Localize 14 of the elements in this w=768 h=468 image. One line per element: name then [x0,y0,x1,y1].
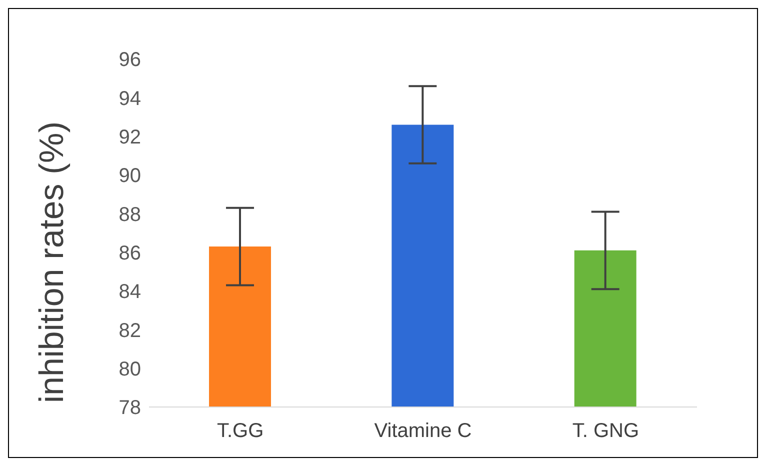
y-tick-label: 90 [118,165,141,188]
x-tick-label: T.GG [216,420,264,442]
y-tick-label: 94 [118,88,141,110]
x-tick-label: T. GNG [572,420,640,442]
y-tick-label: 86 [118,242,141,264]
y-tick-label: 88 [118,204,141,226]
y-axis-title: inhibition rates (%) [33,121,72,403]
y-tick-label: 82 [118,320,141,342]
y-tick-label: 92 [118,126,141,148]
y-tick-label: 78 [118,397,141,420]
y-tick-label: 84 [118,281,141,304]
x-tick-label: Vitamine C [374,420,472,442]
y-tick-label: 96 [118,49,141,72]
y-tick-label: 80 [118,358,141,380]
